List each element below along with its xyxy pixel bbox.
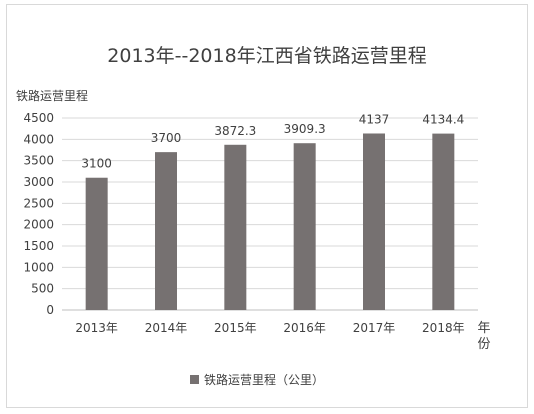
y-axis-label: 铁路运营里程: [16, 88, 88, 103]
bars: [85, 133, 455, 310]
grid-lines: [62, 117, 478, 311]
x-tick-label: 2013年: [75, 321, 118, 335]
data-label: 3100: [81, 157, 112, 171]
data-label: 3700: [151, 131, 182, 145]
x-tick-label: 2018年: [422, 321, 465, 335]
x-tick-label: 2015年: [214, 321, 257, 335]
bar: [85, 177, 108, 310]
bar: [293, 143, 316, 310]
bar: [155, 152, 177, 310]
y-tick-label: 1500: [23, 239, 54, 253]
chart-title: 2013年--2018年江西省铁路运营里程: [107, 45, 426, 67]
y-tick-label: 4500: [23, 111, 54, 125]
legend: 铁路运营里程（公里）: [190, 372, 324, 387]
y-tick-label: 500: [31, 282, 54, 296]
data-labels: 3100 3700 3872.3 3909.3 4137 4134.4: [81, 112, 464, 170]
y-tick-label: 2000: [23, 218, 54, 232]
y-tick-label: 4000: [23, 132, 54, 146]
x-tick-label: 2016年: [283, 321, 326, 335]
x-axis-label-line1: 年: [477, 321, 490, 336]
x-tick-labels: 2013年 2014年 2015年 2016年 2017年 2018年: [75, 321, 464, 335]
x-tick-label: 2017年: [353, 321, 396, 335]
x-tick-label: 2014年: [145, 321, 188, 335]
legend-swatch: [190, 375, 199, 384]
y-tick-label: 3500: [23, 154, 54, 168]
data-label: 4137: [359, 112, 390, 126]
x-axis-label-line2: 份: [477, 337, 490, 352]
bar: [432, 133, 455, 310]
data-label: 3872.3: [214, 124, 256, 138]
y-tick-label: 3000: [23, 175, 54, 189]
legend-label: 铁路运营里程（公里）: [204, 372, 324, 387]
y-tick-label: 0: [46, 303, 54, 317]
bar: [363, 133, 385, 310]
y-tick-label: 1000: [23, 260, 54, 274]
y-tick-labels: 0 500 1000 1500 2000 2500 3000 3500 4000 4500: [23, 111, 54, 317]
y-tick-label: 2500: [23, 196, 54, 210]
data-label: 3909.3: [284, 122, 326, 136]
data-label: 4134.4: [422, 113, 464, 127]
bar: [224, 144, 247, 310]
